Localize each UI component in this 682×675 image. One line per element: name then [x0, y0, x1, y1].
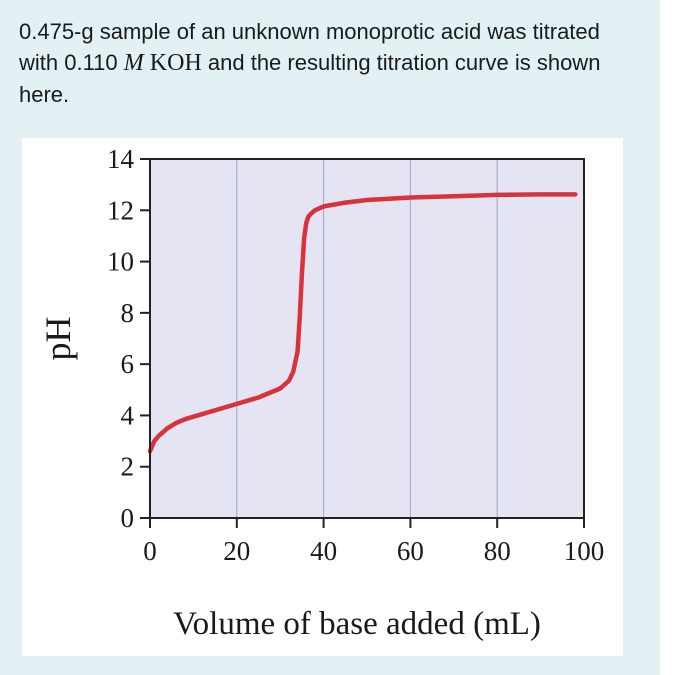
- x-tick-label: 40: [310, 536, 337, 566]
- plot-area: [150, 159, 584, 518]
- question-text-before: 0.475-g sample of an unknown monoprotic …: [19, 19, 600, 75]
- y-tick-label: 8: [121, 298, 135, 328]
- formula-text: KOH: [149, 50, 202, 76]
- question-panel: 0.475-g sample of an unknown monoprotic …: [0, 0, 660, 675]
- x-axis: 0 20 40 60 80 100: [143, 518, 604, 566]
- x-axis-label: Volume of base added (mL): [173, 606, 541, 642]
- y-tick-label: 0: [121, 503, 135, 533]
- titration-figure: 0 2 4 6 8 10 12 14 0 20 40 60 80 100 pH Volume of ba…: [22, 138, 623, 656]
- y-tick-label: 2: [121, 452, 135, 482]
- molarity-symbol: M: [123, 50, 144, 76]
- y-tick-label: 12: [107, 195, 134, 225]
- titration-chart: 0 2 4 6 8 10 12 14 0 20 40 60 80 100 pH Volume of ba…: [38, 144, 604, 642]
- question-text-after: and the resulting titration curve is sho…: [19, 50, 601, 107]
- y-tick-label: 14: [107, 144, 135, 174]
- question-text: 0.475-g sample of an unknown monoprotic …: [19, 16, 639, 110]
- x-tick-label: 100: [564, 536, 605, 566]
- y-axis: 0 2 4 6 8 10 12 14: [107, 144, 150, 533]
- plot-frame: [149, 158, 585, 519]
- x-tick-label: 0: [143, 536, 157, 566]
- y-tick-label: 6: [121, 349, 135, 379]
- x-tick-label: 80: [484, 536, 511, 566]
- y-tick-label: 10: [107, 247, 134, 277]
- formula: KOH: [144, 50, 202, 76]
- x-tick-label: 20: [223, 536, 250, 566]
- y-axis-label: pH: [38, 317, 78, 361]
- grid-lines: [236, 159, 498, 518]
- y-tick-label: 4: [121, 400, 135, 430]
- x-tick-label: 60: [397, 536, 424, 566]
- titration-curve: [147, 192, 578, 454]
